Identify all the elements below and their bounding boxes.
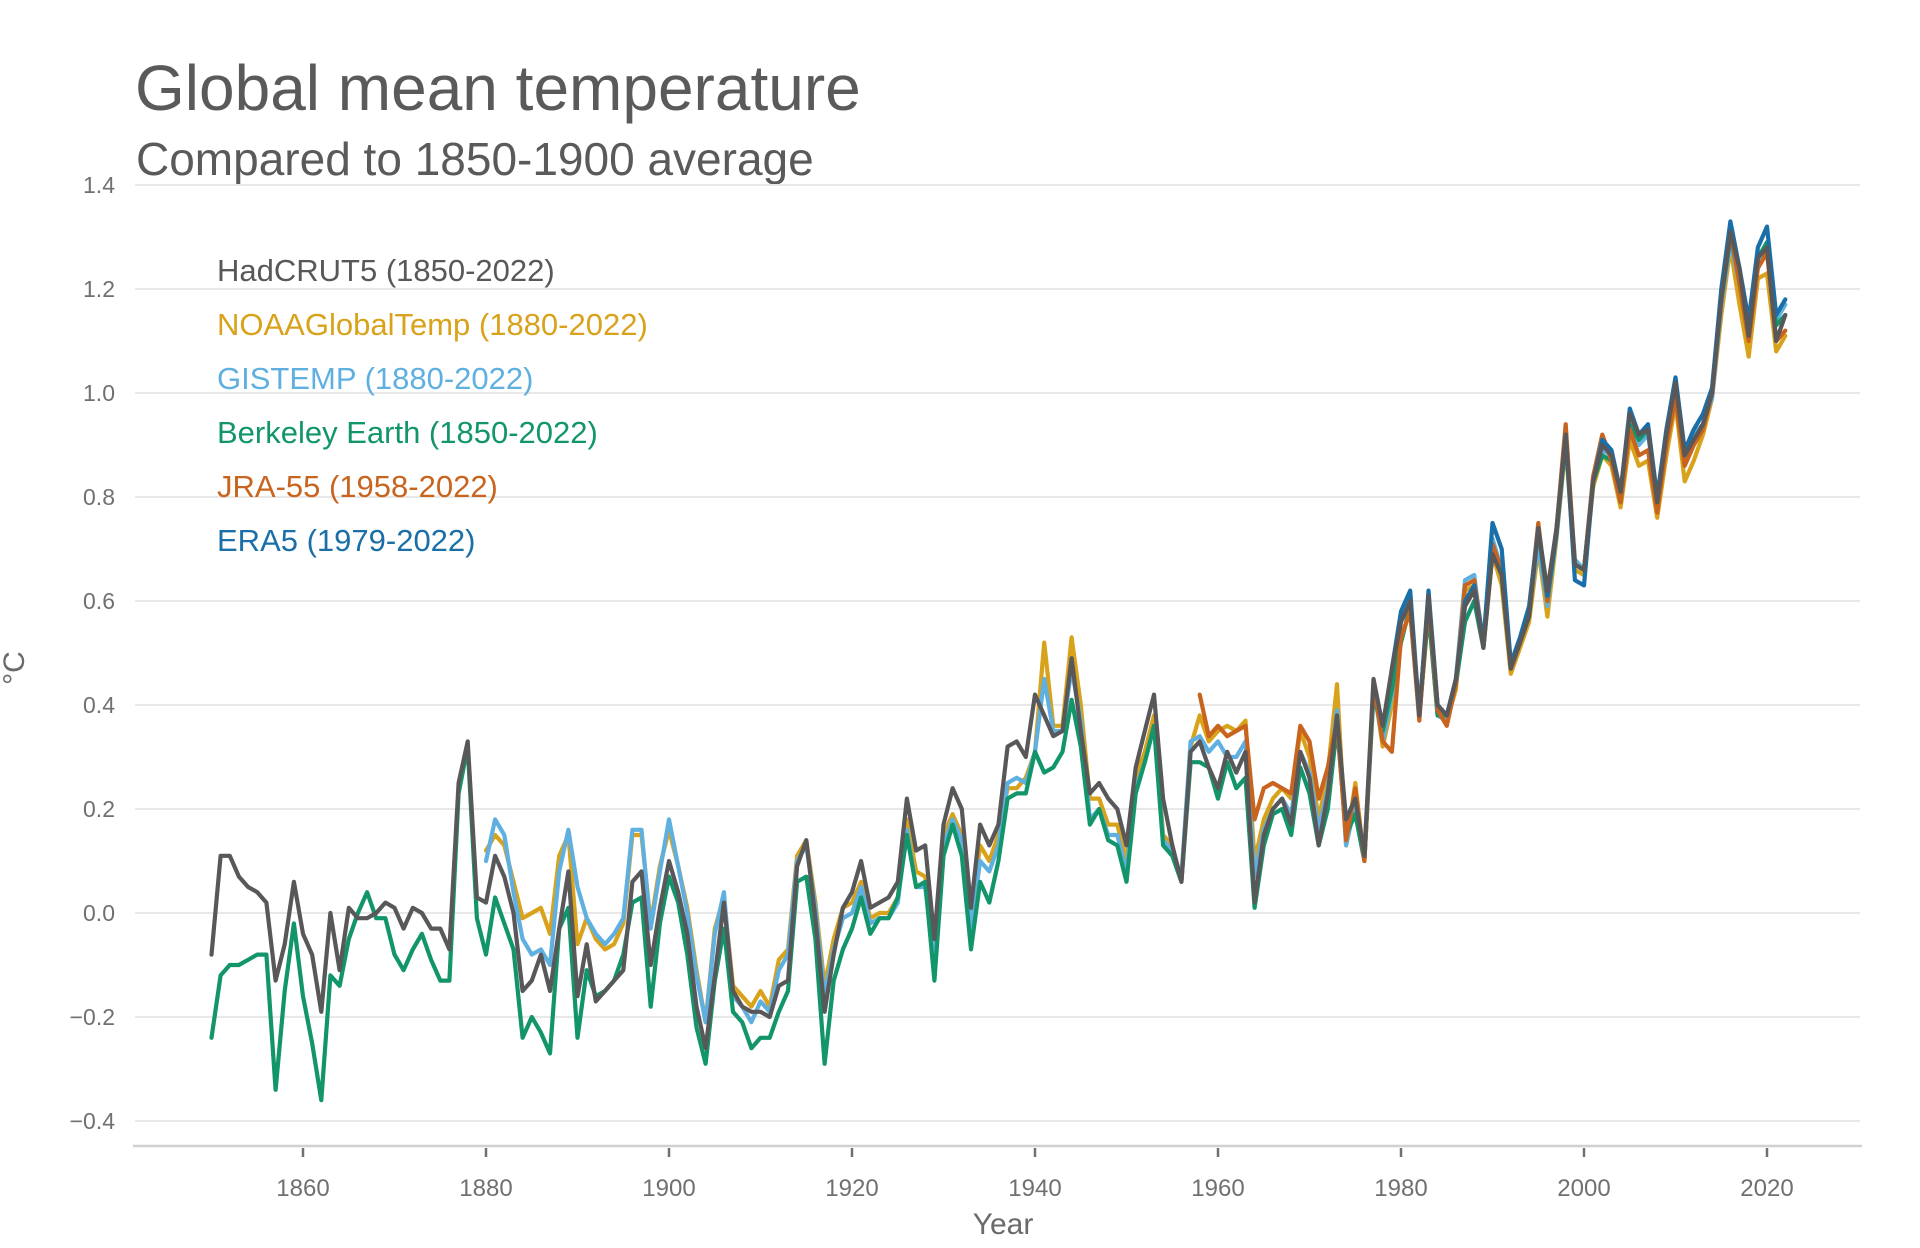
x-tick-label: 1980 — [1374, 1175, 1427, 1202]
series-line-hadcrut5 — [209, 229, 1788, 1051]
y-tick-label: 1.4 — [83, 172, 115, 198]
x-tick-label: 2000 — [1557, 1175, 1610, 1202]
legend-entry-noaaglobaltemp: NOAAGlobalTemp (1880-2022) — [217, 307, 648, 342]
x-axis-ticks: 1860 1880 1900 1920 1940 1960 1980 2000 2020 — [276, 1148, 1794, 1202]
series-lines — [209, 219, 1788, 1103]
y-tick-label: 0.2 — [83, 796, 115, 822]
legend-entry-jra-55: JRA-55 (1958-2022) — [217, 469, 498, 504]
x-tick-label: 2020 — [1740, 1175, 1793, 1202]
legend-entry-era5: ERA5 (1979-2022) — [217, 523, 476, 558]
chart-subtitle: Compared to 1850-1900 average — [136, 133, 814, 185]
legend: HadCRUT5 (1850-2022) NOAAGlobalTemp (1880… — [217, 253, 648, 558]
y-tick-label: −0.2 — [70, 1004, 115, 1030]
legend-entry-berkeley: Berkeley Earth (1850-2022) — [217, 415, 598, 450]
x-axis-label: Year — [973, 1208, 1034, 1241]
x-tick-label: 1920 — [825, 1175, 878, 1202]
y-axis-label: °C — [0, 651, 31, 685]
y-tick-label: 0.0 — [83, 900, 115, 926]
x-tick-label: 1960 — [1191, 1175, 1244, 1202]
x-tick-label: 1940 — [1008, 1175, 1061, 1202]
y-tick-label: 0.6 — [83, 588, 115, 614]
y-tick-label: 1.2 — [83, 276, 115, 302]
x-tick-label: 1860 — [276, 1175, 329, 1202]
series-line-era5 — [1389, 219, 1788, 718]
chart-title: Global mean temperature — [135, 52, 861, 124]
x-tick-label: 1880 — [459, 1175, 512, 1202]
x-tick-label: 1900 — [642, 1175, 695, 1202]
y-tick-label: 0.8 — [83, 484, 115, 510]
legend-entry-hadcrut5: HadCRUT5 (1850-2022) — [217, 253, 555, 288]
y-axis-ticks: −0.4 −0.2 0.0 0.2 0.4 0.6 0.8 1.0 1.2 1.4 — [70, 172, 116, 1134]
y-tick-label: 0.4 — [83, 692, 115, 718]
legend-entry-gistemp: GISTEMP (1880-2022) — [217, 361, 533, 396]
y-tick-label: 1.0 — [83, 380, 115, 406]
y-tick-label: −0.4 — [70, 1108, 116, 1134]
